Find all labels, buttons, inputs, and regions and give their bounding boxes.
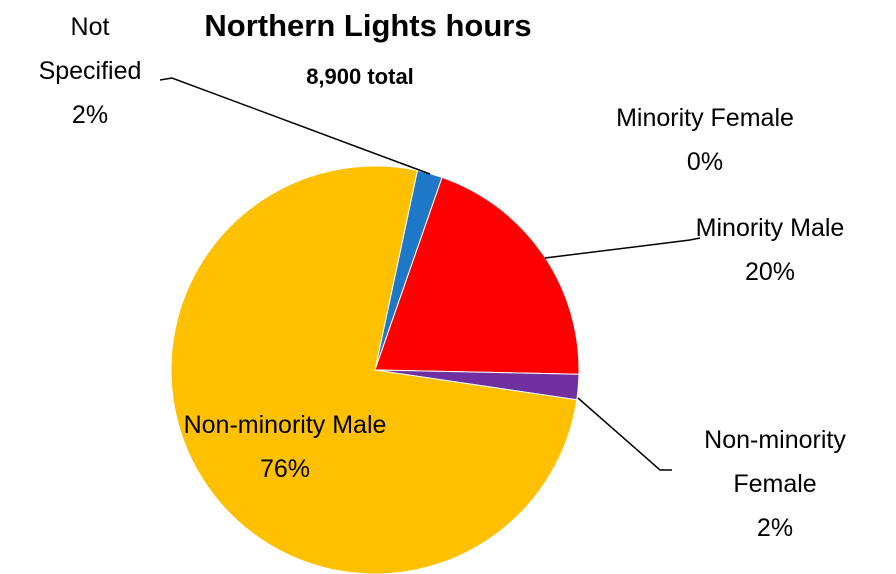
category-name: Minority Male	[695, 214, 845, 242]
chart-subtitle: 8,900 total	[306, 64, 414, 89]
slice-label: Not Specified 2%	[20, 5, 160, 137]
slice-label: Non-minority Female 2%	[660, 418, 890, 550]
value-label: 76%	[259, 455, 311, 483]
leader-line	[544, 237, 701, 259]
category-name: Non-minority Female	[704, 426, 846, 498]
value-label: 0%	[686, 148, 724, 176]
value-label: 20%	[744, 258, 796, 286]
slice-label: Non-minority Male 76%	[160, 403, 410, 491]
chart-title: Northern Lights hours	[204, 8, 532, 43]
value-label: 2%	[756, 514, 794, 542]
slices	[170, 165, 580, 574]
leader-line	[577, 397, 672, 471]
category-name: Non-minority Male	[183, 411, 387, 439]
value-label: 2%	[71, 101, 109, 129]
pie-slice	[374, 176, 580, 375]
pie-slice	[170, 165, 578, 574]
category-name: Not Specified	[38, 13, 142, 85]
slice-label: Minority Female 0%	[560, 96, 850, 184]
category-name: Minority Female	[616, 104, 794, 132]
slice-label: Minority Male 20%	[690, 206, 850, 294]
leader-line	[159, 77, 431, 175]
